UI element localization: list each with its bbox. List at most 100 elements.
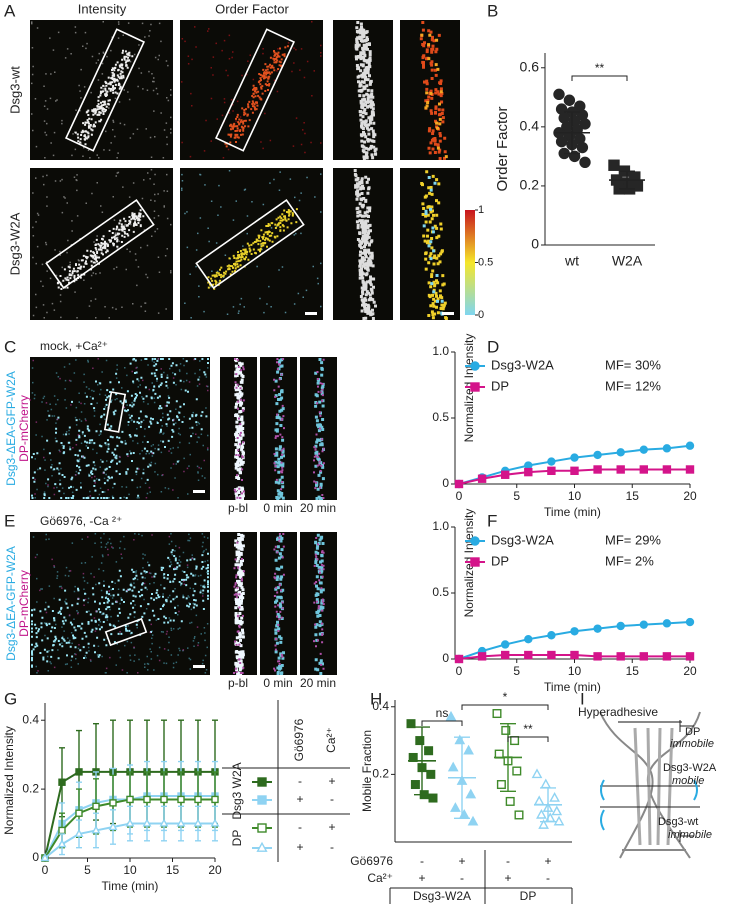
y-tick-label: 0.4 (520, 118, 540, 134)
data-point (176, 818, 186, 827)
data-point (458, 808, 470, 819)
data-point (450, 802, 461, 812)
channel-label: DP-mCherry (17, 395, 31, 462)
data-point (593, 652, 602, 661)
annotation: ns (436, 706, 449, 720)
roi-box (195, 199, 305, 289)
data-point (685, 465, 695, 474)
data-point (125, 818, 135, 827)
data-point (465, 788, 477, 799)
data-point (570, 466, 579, 475)
y-tick-label: 0.5 (432, 585, 449, 599)
x-axis-label: Time (min) (544, 505, 601, 519)
data-point (570, 627, 579, 636)
channel-label: DP-mCherry (17, 570, 31, 637)
row-label: Dsg3-wt (7, 66, 22, 114)
column-header: Gö6976 (292, 718, 306, 761)
annotation: * (503, 690, 508, 704)
x-tick-label: 5 (513, 489, 520, 503)
data-point (540, 778, 552, 789)
data-point (616, 465, 625, 474)
legend-label: Dsg3-W2A (491, 532, 554, 547)
data-point (512, 766, 522, 776)
legend-label: Dsg3-W2A (491, 357, 554, 372)
condition-value: - (546, 871, 550, 885)
channel-label: Dsg3-ΔEA-GFP-W2A (4, 546, 18, 661)
x-tick-label: 15 (626, 664, 640, 678)
mobile-molecule (600, 779, 698, 831)
data-point (477, 652, 487, 661)
annotation: MF= 29% (605, 532, 661, 547)
micrograph (260, 532, 297, 675)
colorbar-tick-label: 1 (478, 204, 484, 216)
y-tick-label: 0 (442, 651, 449, 665)
data-point (685, 441, 695, 450)
data-point (177, 795, 185, 804)
condition-value: + (458, 854, 465, 868)
data-point (576, 141, 589, 154)
condition-label: mock, +Ca²⁺ (40, 339, 108, 353)
panel-label: E (4, 511, 15, 530)
y-tick-label: 0.4 (22, 712, 39, 726)
table-cell: + (328, 820, 335, 834)
speckle (234, 358, 245, 500)
sd-bar (454, 736, 470, 820)
data-point (531, 768, 543, 779)
y-tick-label: 1.0 (432, 344, 449, 358)
data-point (639, 652, 648, 661)
data-point (685, 617, 695, 627)
data-point (524, 635, 533, 644)
data-point (74, 828, 84, 837)
data-point (593, 450, 602, 460)
legend-marker (257, 823, 267, 833)
data-point (685, 652, 695, 661)
data-point (58, 826, 66, 835)
y-axis-label: Order Factor (494, 106, 511, 191)
data-point (510, 736, 520, 746)
panel-label: B (487, 1, 498, 20)
data-point (514, 810, 524, 820)
diagram-label: immobile (668, 829, 712, 841)
data-point (553, 88, 565, 101)
diagram (599, 711, 701, 859)
x-tick-label: 10 (568, 489, 582, 503)
data-point (142, 818, 152, 827)
data-point (108, 821, 118, 831)
data-point (194, 795, 202, 804)
data-point (639, 465, 648, 474)
data-point (524, 467, 533, 477)
sd-bar (619, 170, 635, 190)
data-point (415, 736, 425, 746)
data-point (426, 769, 436, 779)
data-point (549, 792, 560, 802)
legend-marker (470, 536, 480, 546)
bracket (679, 720, 694, 842)
data-point (616, 652, 625, 661)
data-point (143, 795, 151, 804)
data-point (547, 457, 556, 466)
data-point (75, 768, 83, 776)
data-point (126, 795, 134, 804)
data-point (57, 839, 67, 848)
data-point (538, 819, 549, 829)
annotation: MF= 12% (605, 378, 661, 393)
speckle (354, 21, 378, 160)
x-tick-label: 15 (166, 863, 180, 877)
legend-marker (470, 361, 480, 371)
micrograph (30, 20, 173, 160)
y-tick-label: 0.2 (22, 781, 39, 795)
data-point (75, 809, 83, 817)
speckle (224, 45, 289, 148)
x-tick-label: wt (564, 253, 579, 269)
y-axis-label: Mobile Fraction (360, 730, 374, 812)
data-point (467, 815, 479, 826)
data-point (662, 444, 672, 453)
speckle (207, 208, 298, 290)
data-point (193, 818, 203, 827)
sd-bar (414, 726, 430, 796)
sd-bar (540, 787, 556, 823)
x-tick-label: 0 (456, 664, 463, 678)
group-label: DP (520, 889, 537, 903)
y-tick-label: 0.5 (432, 410, 449, 424)
